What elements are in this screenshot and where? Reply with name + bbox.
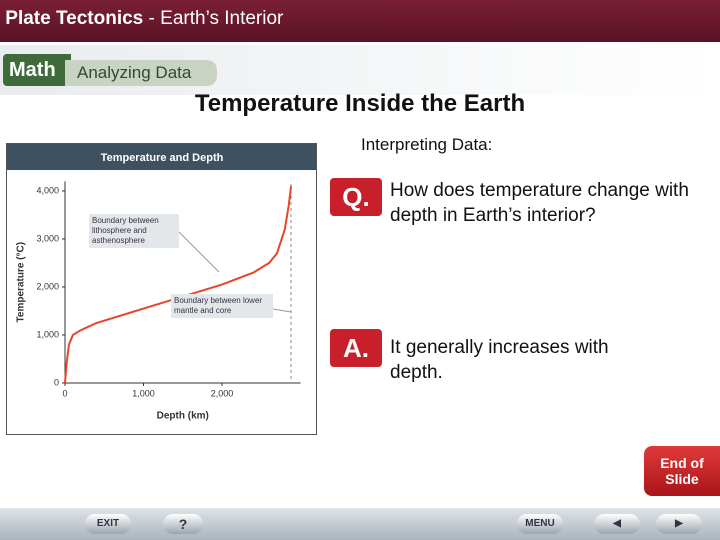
header: Plate Tectonics - Earth’s Interior: [0, 0, 720, 42]
tab-title: Analyzing Data: [65, 60, 217, 86]
y-tick-label: 3,000: [36, 233, 59, 243]
y-tick-label: 1,000: [36, 329, 59, 339]
x-axis-label: Depth (km): [157, 411, 209, 422]
chart: Temperature and Depth 0 1,000 2,000 3,000 4,…: [7, 144, 316, 422]
slide-title: Temperature Inside the Earth: [194, 90, 526, 117]
answer: It generally increases with depth.: [390, 337, 609, 383]
annotation: Boundary between lower mantle and core: [171, 294, 273, 318]
question: How does temperature change with depth i…: [390, 180, 689, 226]
prev-button[interactable]: ◀: [594, 514, 640, 534]
tab-label: Math: [3, 54, 71, 86]
menu-button[interactable]: MENU: [517, 514, 563, 534]
leader: [272, 308, 292, 313]
y-tick-label: 4,000: [36, 185, 59, 195]
y-axis-label: Temperature (°C): [16, 242, 27, 323]
line: [64, 186, 293, 384]
x-tick-label: 0: [62, 388, 67, 398]
exit-button[interactable]: EXIT: [85, 514, 131, 534]
chart-box: Temperature and Depth 0 1,000 2,000 3,000 4,…: [6, 143, 317, 435]
next-button[interactable]: ▶: [656, 514, 702, 534]
help-button[interactable]: ?: [163, 514, 203, 534]
q-badge: Q.: [330, 178, 382, 216]
end-button[interactable]: End of Slide: [644, 446, 720, 496]
header-subtitle: - Earth’s Interior: [148, 8, 284, 29]
heading: Interpreting Data:: [361, 135, 493, 154]
header-title: Plate Tectonics: [5, 8, 144, 29]
leader: [178, 231, 220, 273]
x-tick-label: 2,000: [211, 388, 234, 398]
chart-title-band: [7, 144, 316, 170]
annotation: Boundary between lithosphere and astheno…: [89, 214, 179, 248]
y-tick-label: 2,000: [36, 281, 59, 291]
a-badge: A.: [330, 329, 382, 367]
x-tick-label: 1,000: [132, 388, 155, 398]
chart-title: Temperature and Depth: [101, 152, 224, 164]
y-tick-label: 0: [54, 377, 59, 387]
